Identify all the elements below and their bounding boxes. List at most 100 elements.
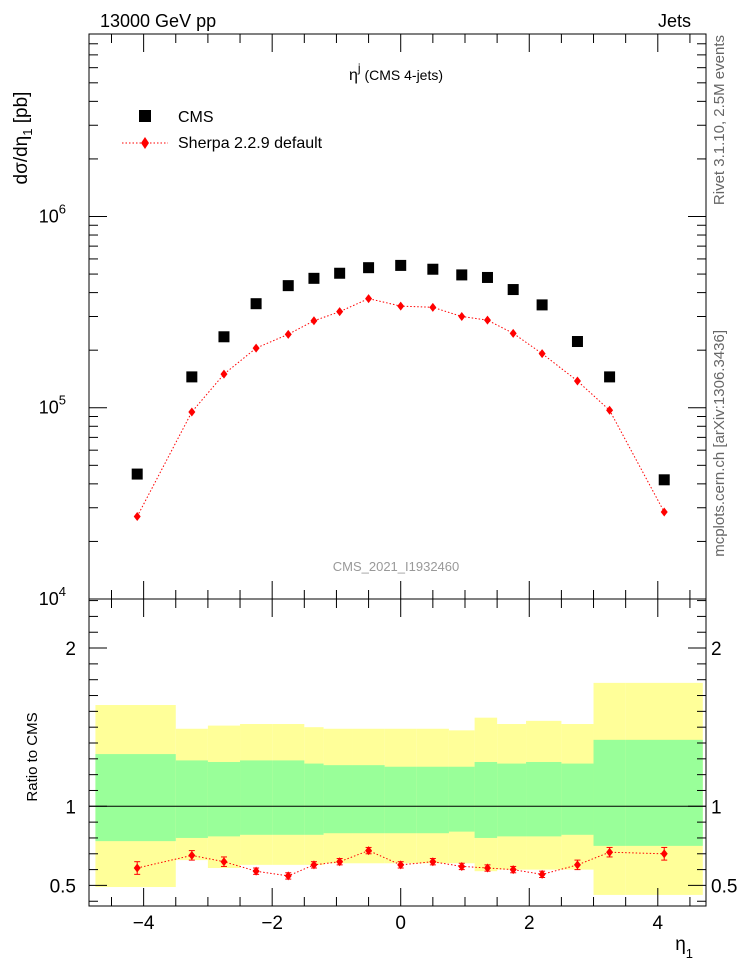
sherpa-point <box>509 328 517 338</box>
green-band <box>474 761 498 838</box>
legend-cms-label: CMS <box>178 109 214 126</box>
cms-point <box>363 262 375 274</box>
ratio-point <box>573 860 581 870</box>
ratio-panel: 0.5 0.51 12 2−4 −2 0 2 4 Ratio to CMS η1 <box>24 598 737 961</box>
green-band <box>175 760 208 838</box>
green-band <box>561 763 594 835</box>
ylabel-main: dσ/dη <box>11 136 32 185</box>
title-symbol: η <box>349 67 358 84</box>
legend: CMS Sherpa 2.2.9 default <box>122 109 323 152</box>
ratio-point <box>606 847 614 857</box>
y-tick-label: 104 <box>39 584 66 609</box>
cms-point <box>282 280 294 292</box>
ratio-point <box>483 863 491 873</box>
x-tick-label: 0 <box>395 913 406 934</box>
sherpa-point <box>252 343 260 353</box>
green-band <box>448 766 475 832</box>
ratio-point <box>133 863 141 873</box>
ylabel-subscript: 1 <box>20 129 35 136</box>
cms-point <box>250 298 262 310</box>
green-band <box>526 761 562 837</box>
ratio-point <box>458 861 466 871</box>
cms-point <box>507 284 519 296</box>
green-band <box>95 754 176 842</box>
x-tick-label: 4 <box>653 913 664 934</box>
y-tick-exponent: 5 <box>59 393 66 408</box>
xlabel-symbol: η <box>675 934 686 955</box>
cms-point <box>427 263 439 275</box>
main-title: ηj (CMS 4-jets) <box>349 61 443 84</box>
cms-point <box>395 259 407 271</box>
process-label: 13000 GeV pp <box>100 11 216 31</box>
ratio-point <box>336 857 344 867</box>
sherpa-point <box>458 312 466 321</box>
cms-point <box>536 299 548 311</box>
rivet-version-label: Rivet 3.1.10, 2.5M events <box>711 35 728 205</box>
ratio-y-axis-label: Ratio to CMS <box>24 712 41 801</box>
green-band <box>304 763 324 835</box>
title-text: (CMS 4-jets) <box>361 67 443 83</box>
green-band <box>593 739 626 846</box>
ratio-point <box>310 860 318 870</box>
ratio-frame <box>88 598 707 907</box>
y-tick-exponent: 4 <box>59 584 66 599</box>
cms-point <box>481 271 493 283</box>
ratio-point <box>252 866 260 876</box>
cms-point <box>456 269 468 281</box>
sherpa-point <box>538 349 546 359</box>
ratio-y-tick-label-left: 0.5 <box>50 876 76 897</box>
ratio-point <box>538 869 546 879</box>
legend-cms-marker <box>139 110 151 122</box>
ylabel-unit: [pb] <box>11 92 32 129</box>
cms-point <box>186 371 198 383</box>
x-tick-label: −4 <box>133 913 155 934</box>
x-tick-label: −2 <box>261 913 283 934</box>
sherpa-point <box>365 294 373 304</box>
x-tick-label: 2 <box>524 913 535 934</box>
cms-point <box>604 371 616 383</box>
analysis-watermark: CMS_2021_I1932460 <box>333 559 460 574</box>
sherpa-point <box>220 369 228 379</box>
sherpa-point <box>133 512 141 522</box>
cms-point <box>571 336 583 348</box>
main-y-axis-label: dσ/dη1 [pb] <box>11 92 35 185</box>
green-band <box>272 760 305 835</box>
legend-sherpa-label: Sherpa 2.2.9 default <box>178 135 323 152</box>
sherpa-line <box>136 298 665 517</box>
sherpa-point <box>483 315 491 325</box>
cms-point <box>658 474 670 486</box>
cms-point <box>308 272 320 284</box>
green-band <box>352 765 385 834</box>
green-band <box>625 739 703 846</box>
category-label: Jets <box>658 11 691 31</box>
xlabel-subscript: 1 <box>686 946 693 961</box>
sherpa-point <box>397 301 405 311</box>
ratio-point <box>284 871 292 881</box>
ratio-point <box>397 860 405 870</box>
y-tick-base: 10 <box>39 589 59 609</box>
ratio-y-tick-label-left: 1 <box>65 797 76 818</box>
sherpa-point <box>573 376 581 386</box>
green-band <box>497 763 527 837</box>
y-tick-exponent: 6 <box>59 201 66 216</box>
ratio-point <box>660 849 668 859</box>
sherpa-point <box>660 507 668 517</box>
y-tick-base: 10 <box>39 398 59 418</box>
cms-point <box>218 331 230 343</box>
ratio-point <box>188 850 196 860</box>
y-tick-base: 10 <box>39 206 59 226</box>
x-axis-label: η1 <box>675 934 693 961</box>
sherpa-point <box>429 302 437 312</box>
ratio-point <box>509 865 517 875</box>
ratio-y-tick-label-right: 2 <box>711 639 722 660</box>
y-tick-label: 105 <box>39 393 66 418</box>
sherpa-point <box>284 329 292 339</box>
ratio-point <box>429 857 437 867</box>
cms-point <box>334 267 346 279</box>
ratio-y-tick-label-right: 1 <box>711 797 722 818</box>
title-superscript: j <box>357 61 361 75</box>
ratio-y-tick-label-right: 0.5 <box>711 876 737 897</box>
y-tick-label: 106 <box>39 201 66 226</box>
